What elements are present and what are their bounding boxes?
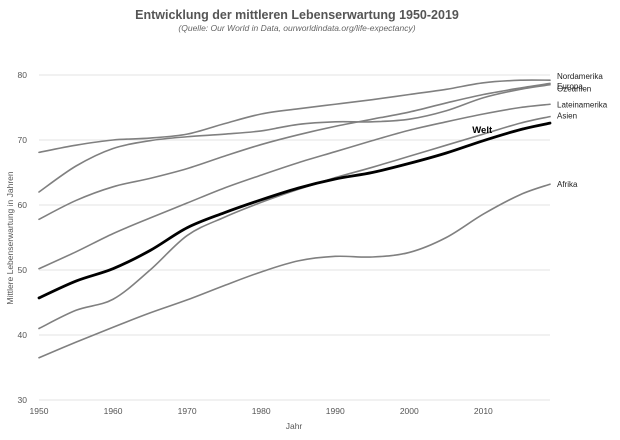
series-label-europa: Europa — [557, 82, 583, 91]
series-label-lateinamerika: Lateinamerika — [557, 100, 608, 109]
series-label-ozeanien: Ozeanien — [557, 84, 591, 93]
x-axis-ticks: 1950 1960 1970 1980 1990 2000 2010 — [30, 406, 494, 416]
y-tick-label: 60 — [18, 200, 28, 210]
y-tick-label: 50 — [18, 265, 28, 275]
x-tick-label: 1990 — [326, 406, 345, 416]
series-line-welt — [37, 121, 552, 300]
y-tick-label: 30 — [18, 395, 28, 405]
y-tick-label: 70 — [18, 135, 28, 145]
x-tick-label: 2000 — [400, 406, 419, 416]
x-tick-label: 1950 — [30, 406, 49, 416]
y-tick-label: 80 — [18, 70, 28, 80]
chart-subtitle: (Quelle: Our World in Data, ourworldinda… — [178, 23, 415, 33]
y-axis-label: Mittlere Lebenserwartung in Jahren — [5, 171, 15, 305]
series-label-welt: Welt — [472, 125, 493, 136]
x-tick-label: 2010 — [474, 406, 493, 416]
series-line-ozeanien — [38, 82, 551, 221]
series-line-europa — [38, 83, 551, 193]
x-tick-label: 1970 — [178, 406, 197, 416]
series-line-nordamerika — [38, 79, 551, 154]
chart-title: Entwicklung der mittleren Lebenserwartun… — [135, 8, 459, 22]
y-tick-label: 40 — [18, 330, 28, 340]
gridlines — [39, 74, 550, 401]
y-axis-ticks: 30 40 50 60 70 80 — [18, 70, 28, 405]
x-axis-label: Jahr — [286, 421, 303, 431]
series-label-asien: Asien — [557, 112, 577, 121]
series-line-afrika — [38, 183, 551, 359]
x-tick-label: 1980 — [252, 406, 271, 416]
series-label-afrika: Afrika — [557, 180, 578, 189]
series-lines — [37, 79, 552, 359]
x-tick-label: 1960 — [104, 406, 123, 416]
series-line-lateinamerika — [38, 103, 551, 270]
series-label-nordamerika: Nordamerika — [557, 72, 603, 81]
